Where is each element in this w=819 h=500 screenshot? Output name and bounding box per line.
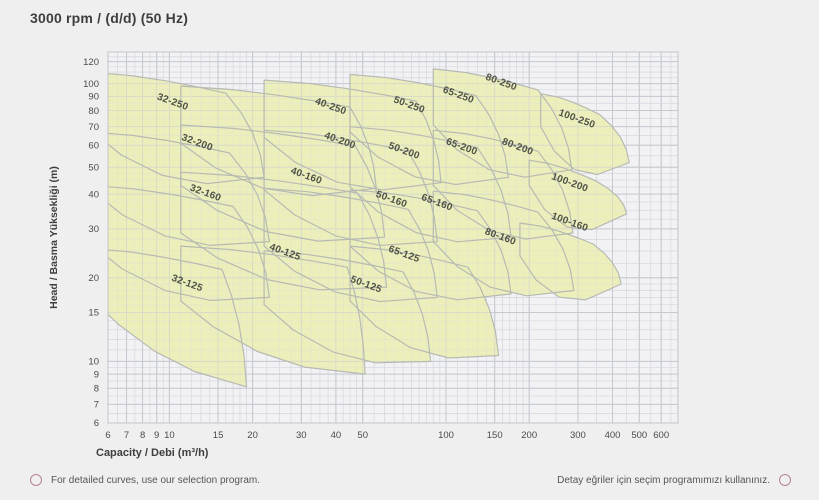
region-outline-65-125 bbox=[349, 245, 500, 359]
y-tick-8: 8 bbox=[94, 384, 99, 395]
region-outline-40-200 bbox=[180, 124, 386, 242]
x-tick-600: 600 bbox=[653, 430, 669, 441]
region-outline-32-250 bbox=[108, 73, 265, 185]
x-tick-20: 20 bbox=[247, 430, 258, 441]
y-axis-title: Head / Basma Yüksekliği (m) bbox=[48, 166, 60, 309]
region-outline-50-250 bbox=[263, 79, 442, 191]
x-tick-200: 200 bbox=[521, 430, 537, 441]
region-outline-100-200 bbox=[528, 159, 628, 231]
y-tick-100: 100 bbox=[83, 79, 99, 90]
x-tick-labels: 6 7 8 9 10 15 20 30 40 50 100 150 200 300 400 500 600 bbox=[105, 430, 669, 441]
region-outline-65-250 bbox=[349, 73, 509, 186]
pump-selection-chart: 32-250 40-250 50-250 65-25080-250100-25032-… bbox=[48, 51, 679, 459]
region-outline-65-200 bbox=[349, 126, 512, 243]
y-tick-30: 30 bbox=[88, 224, 99, 235]
region-outline-50-160 bbox=[263, 187, 438, 303]
y-tick-50: 50 bbox=[88, 163, 99, 174]
grid-major bbox=[108, 52, 678, 423]
region-fill-65-125 bbox=[350, 246, 499, 358]
y-tick-40: 40 bbox=[88, 189, 99, 200]
region-outline-40-250 bbox=[180, 85, 377, 197]
y-tick-60: 60 bbox=[88, 141, 99, 152]
x-tick-400: 400 bbox=[605, 430, 621, 441]
y-tick-90: 90 bbox=[88, 92, 99, 103]
region-outline-32-160 bbox=[108, 186, 270, 301]
region-outline-80-200 bbox=[432, 129, 574, 240]
grid-minor bbox=[108, 52, 678, 423]
region-outlines bbox=[108, 68, 630, 388]
region-outline-32-125 bbox=[108, 249, 248, 388]
region-outline-40-160 bbox=[180, 171, 388, 291]
x-tick-50: 50 bbox=[357, 430, 368, 441]
region-outline-100-160 bbox=[519, 222, 622, 301]
x-tick-500: 500 bbox=[631, 430, 647, 441]
region-outline-80-250 bbox=[432, 68, 573, 178]
footer-note-en-text: For detailed curves, use our selection p… bbox=[51, 474, 260, 486]
y-tick-6: 6 bbox=[94, 418, 99, 429]
selection-program-bullet-icon-tr bbox=[779, 474, 791, 486]
y-tick-15: 15 bbox=[88, 308, 99, 319]
x-tick-150: 150 bbox=[487, 430, 503, 441]
plot-frame bbox=[107, 51, 679, 424]
page-title: 3000 rpm / (d/d) (50 Hz) bbox=[30, 10, 189, 26]
selection-program-bullet-icon bbox=[30, 474, 42, 486]
x-tick-40: 40 bbox=[331, 430, 342, 441]
x-tick-30: 30 bbox=[296, 430, 307, 441]
y-tick-labels: 6 7 8 910 15 20 30 40 50 60 70 80 90 100 120 bbox=[83, 57, 99, 429]
y-tick-9: 9 bbox=[94, 369, 99, 380]
y-tick-20: 20 bbox=[88, 273, 99, 284]
x-tick-10: 10 bbox=[164, 430, 175, 441]
y-tick-120: 120 bbox=[83, 57, 99, 68]
x-tick-9: 9 bbox=[154, 430, 159, 441]
region-fill-100-160 bbox=[519, 223, 622, 300]
x-tick-100: 100 bbox=[438, 430, 454, 441]
x-tick-8: 8 bbox=[140, 430, 145, 441]
region-outline-40-125 bbox=[180, 245, 366, 375]
region-outline-80-160 bbox=[432, 190, 575, 297]
region-outline-50-200 bbox=[263, 129, 438, 246]
x-tick-6: 6 bbox=[105, 430, 110, 441]
x-tick-300: 300 bbox=[570, 430, 586, 441]
region-outline-65-160 bbox=[349, 189, 512, 301]
x-tick-15: 15 bbox=[213, 430, 224, 441]
region-outline-32-200 bbox=[108, 132, 270, 246]
y-tick-80: 80 bbox=[88, 106, 99, 117]
y-tick-10: 10 bbox=[88, 357, 99, 368]
region-fill-100-200 bbox=[529, 160, 627, 230]
footer-note-tr: Detay eğriler için seçim programımızı ku… bbox=[557, 474, 791, 486]
region-outline-100-250 bbox=[540, 93, 630, 176]
y-tick-7: 7 bbox=[94, 400, 99, 411]
x-tick-7: 7 bbox=[124, 430, 129, 441]
footer-note-tr-text: Detay eğriler için seçim programımızı ku… bbox=[557, 474, 770, 486]
footer-note-en: For detailed curves, use our selection p… bbox=[30, 474, 260, 486]
region-outline-50-125 bbox=[263, 250, 432, 364]
x-axis-title: Capacity / Debi (m³/h) bbox=[96, 447, 209, 459]
region-fill-100-250 bbox=[540, 93, 630, 175]
y-tick-70: 70 bbox=[88, 122, 99, 133]
